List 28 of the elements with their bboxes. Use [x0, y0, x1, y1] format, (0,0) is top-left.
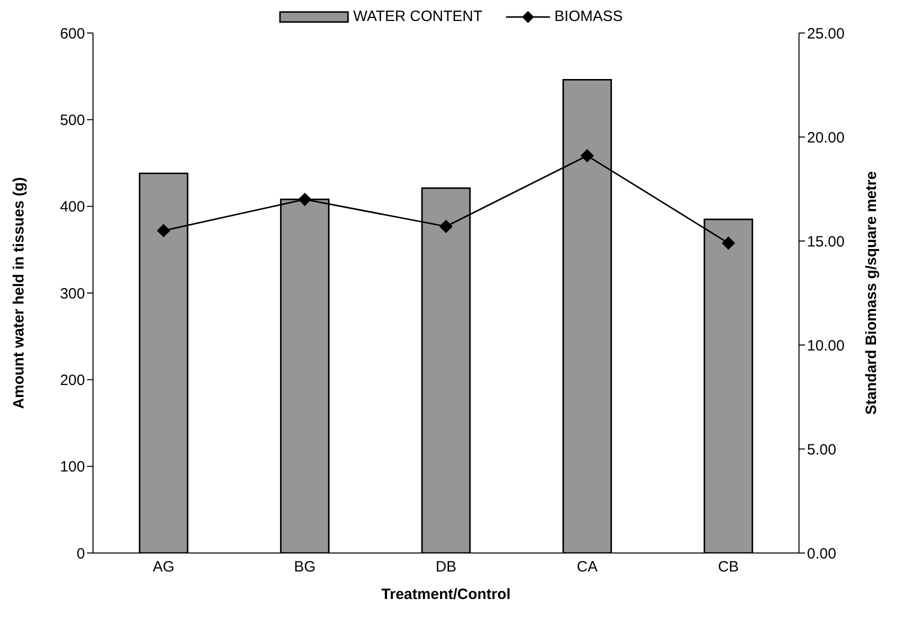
- x-tick-label: CA: [576, 558, 598, 576]
- legend-label: BIOMASS: [554, 8, 623, 25]
- point: [580, 149, 594, 162]
- y-tick-label: 400: [60, 198, 85, 216]
- y2-axis-title: Standard Biomass g/square metre: [863, 171, 880, 415]
- y-tick-label: 100: [60, 458, 85, 476]
- legend-label: WATER CONTENT: [353, 8, 482, 25]
- x-tick-label: CB: [718, 558, 739, 576]
- y-tick-label: 200: [60, 372, 85, 389]
- point: [722, 236, 735, 250]
- y2-tick-label: 10.00: [807, 337, 845, 354]
- y2-tick-label: 20.00: [807, 129, 845, 146]
- x-axis-title: Treatment/Control: [381, 586, 511, 603]
- point: [298, 192, 312, 206]
- point: [157, 224, 170, 238]
- y2-tick-label: 0.00: [807, 545, 836, 562]
- x-tick-label: BG: [294, 558, 316, 576]
- y-tick-label: 0: [76, 545, 85, 562]
- y-tick-label: 600: [60, 25, 85, 42]
- y-axis-title: Amount water held in tissues (g): [10, 177, 28, 409]
- x-tick-label: AG: [152, 558, 174, 576]
- y-tick-label: 500: [60, 112, 85, 129]
- point: [440, 220, 452, 233]
- y2-tick-label: 5.00: [807, 441, 836, 458]
- x-tick-label: DB: [436, 558, 456, 576]
- y-tick-label: 300: [60, 285, 85, 302]
- y2-tick-label: 15.00: [807, 233, 845, 250]
- y2-tick-label: 25.00: [807, 25, 845, 42]
